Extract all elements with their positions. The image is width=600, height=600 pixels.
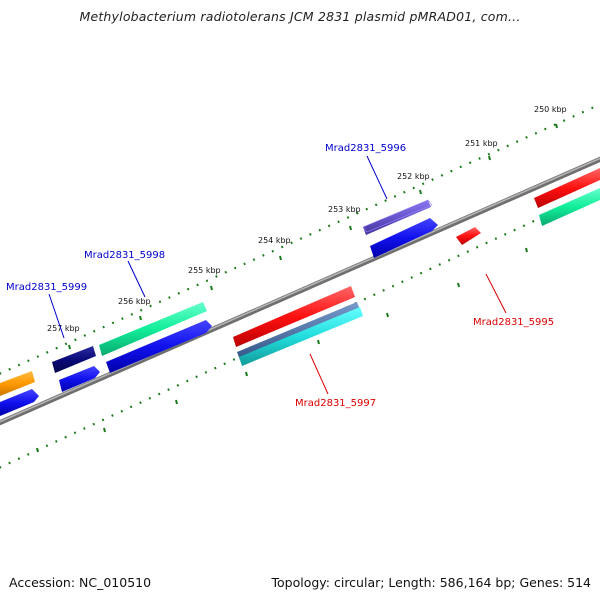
leader-5995 <box>485 273 507 314</box>
gene-5997-cds-cyan[interactable] <box>239 307 363 366</box>
gene-5995-bar[interactable] <box>456 227 481 245</box>
tick-label-251: 251 kbp <box>465 139 498 148</box>
leader-5997 <box>309 353 329 395</box>
tick-label-252: 252 kbp <box>397 172 430 181</box>
gene-label-5998[interactable]: Mrad2831_5998 <box>84 250 165 261</box>
gene-right-red-forward[interactable] <box>534 168 600 208</box>
gene-label-5999[interactable]: Mrad2831_5999 <box>6 282 87 293</box>
tick-label-254: 254 kbp <box>258 236 291 245</box>
leader-5998 <box>127 260 146 298</box>
major-ticks-lower <box>36 247 528 453</box>
gene-label-5995[interactable]: Mrad2831_5995 <box>473 317 554 328</box>
gene-left-orange[interactable] <box>0 371 35 396</box>
gene-right-green-forward[interactable] <box>539 188 600 226</box>
gene-5999-cds-arrow[interactable] <box>59 366 100 392</box>
leader-5996 <box>366 155 388 200</box>
gene-5998-bar[interactable] <box>99 302 207 356</box>
gene-5996-cds-arrow[interactable] <box>370 218 438 258</box>
gene-5999-bar[interactable] <box>52 346 96 373</box>
accession-text: Accession: NC_010510 <box>9 575 152 590</box>
backbone-highlight <box>0 157 600 423</box>
map-title: Methylobacterium radiotolerans JCM 2831 … <box>79 9 521 24</box>
gene-left-blue-arrow[interactable] <box>0 389 39 416</box>
gene-5996-bar[interactable] <box>362 199 433 235</box>
tick-label-257: 257 kbp <box>47 324 80 333</box>
tick-label-255: 255 kbp <box>188 266 221 275</box>
tick-label-256: 256 kbp <box>118 297 151 306</box>
gene-5997-bar[interactable] <box>233 286 355 347</box>
leader-5999 <box>48 293 65 339</box>
sequence-backbone <box>0 156 600 426</box>
major-ticks-upper <box>68 123 558 350</box>
genome-info-text: Topology: circular; Length: 586,164 bp; … <box>271 575 592 590</box>
tick-label-250: 250 kbp <box>534 105 567 114</box>
gene-label-5997[interactable]: Mrad2831_5997 <box>295 398 376 409</box>
gene-5998-cds-arrow[interactable] <box>106 320 212 373</box>
gene-label-5996[interactable]: Mrad2831_5996 <box>325 143 406 154</box>
tick-label-253: 253 kbp <box>328 205 361 214</box>
